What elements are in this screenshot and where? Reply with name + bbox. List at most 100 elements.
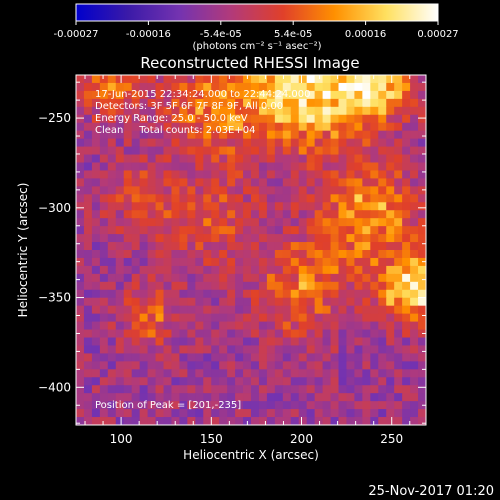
heatmap-cell (163, 377, 173, 386)
heatmap-cell (243, 401, 252, 410)
heatmap-cell (139, 329, 149, 339)
heatmap-cell (306, 75, 316, 84)
heatmap-cell (306, 218, 316, 227)
heatmap-cell (362, 210, 371, 219)
heatmap-cell (211, 417, 220, 425)
heatmap-cell (266, 321, 276, 331)
heatmap-cell (402, 321, 411, 331)
heatmap-cell (274, 337, 284, 347)
heatmap-cell (266, 202, 276, 211)
heatmap-cell (346, 273, 355, 283)
heatmap-cell (354, 146, 363, 156)
heatmap-cell (163, 170, 173, 179)
heatmap-cell (115, 98, 125, 108)
heatmap-cell (163, 210, 173, 219)
heatmap-cell (83, 305, 93, 315)
heatmap-cell (338, 154, 348, 164)
heatmap-cell (314, 409, 324, 418)
heatmap-cell (147, 186, 157, 195)
heatmap-cell (306, 202, 316, 211)
heatmap-cell (211, 114, 220, 124)
heatmap-cell (203, 377, 212, 386)
heatmap-cell (346, 90, 355, 100)
heatmap-cell (330, 170, 340, 179)
heatmap-cell (83, 210, 93, 219)
heatmap-cell (298, 417, 308, 425)
heatmap-cell (211, 257, 220, 267)
heatmap-cell (394, 154, 403, 164)
heatmap-cell (378, 154, 387, 164)
heatmap-cell (83, 194, 93, 203)
heatmap-cell (139, 417, 149, 425)
heatmap-cell (251, 353, 260, 362)
heatmap-cell (370, 385, 379, 394)
heatmap-cell (227, 321, 236, 331)
heatmap-cell (322, 281, 332, 291)
heatmap-cell (91, 393, 101, 402)
heatmap-cell (274, 417, 284, 425)
heatmap-cell (83, 393, 93, 402)
heatmap-cell (362, 297, 371, 307)
heatmap-cell (219, 202, 228, 211)
heatmap-cell (362, 170, 371, 179)
heatmap-cell (163, 353, 173, 362)
heatmap-cell (251, 234, 260, 243)
heatmap-cell (354, 114, 363, 124)
heatmap-cell (107, 345, 117, 354)
heatmap-cell (274, 82, 284, 92)
heatmap-cell (171, 361, 180, 370)
heatmap-cell (91, 305, 101, 315)
heatmap-cell (243, 75, 252, 84)
heatmap-cell (290, 210, 300, 219)
heatmap-cell (386, 146, 395, 156)
heatmap-cell (107, 281, 117, 291)
heatmap-cell (147, 250, 157, 259)
heatmap-cell (243, 345, 252, 354)
heatmap-cell (211, 90, 220, 100)
heatmap-cell (179, 138, 188, 148)
heatmap-cell (330, 321, 340, 331)
heatmap-cell (195, 377, 204, 386)
heatmap-cell (187, 297, 196, 307)
heatmap-cell (99, 154, 109, 164)
heatmap-cell (179, 90, 188, 100)
heatmap-cell (314, 417, 324, 425)
heatmap-cell (354, 337, 363, 347)
heatmap-cell (314, 401, 324, 410)
heatmap-cell (195, 250, 204, 259)
heatmap-cell (243, 369, 252, 378)
heatmap-cell (139, 186, 149, 195)
heatmap-cell (195, 281, 204, 291)
heatmap-cell (171, 345, 180, 354)
heatmap-cell (274, 186, 284, 195)
heatmap-cell (219, 345, 228, 354)
heatmap-cell (251, 98, 260, 108)
heatmap-cell (115, 417, 125, 425)
heatmap-cell (370, 178, 379, 187)
heatmap-cell (298, 401, 308, 410)
heatmap-cell (394, 218, 403, 227)
heatmap-cell (251, 146, 260, 156)
heatmap-cell (147, 417, 157, 425)
heatmap-cell (322, 98, 332, 108)
heatmap-cell (314, 265, 324, 275)
heatmap-cell (370, 186, 379, 195)
heatmap-cell (290, 305, 300, 315)
heatmap-cell (187, 178, 196, 187)
heatmap-cell (346, 417, 355, 425)
heatmap-cell (163, 146, 173, 156)
heatmap-cell (314, 305, 324, 315)
heatmap-cell (362, 226, 371, 235)
heatmap-cell (298, 75, 308, 84)
heatmap-cell (306, 210, 316, 219)
heatmap-cell (211, 106, 220, 116)
heatmap-cell (394, 146, 403, 156)
heatmap-cell (76, 393, 85, 402)
heatmap-cell (187, 385, 196, 394)
heatmap-cell (322, 353, 332, 362)
heatmap-cell (370, 218, 379, 227)
heatmap-cell (163, 385, 173, 394)
heatmap-cell (179, 401, 188, 410)
heatmap-cell (171, 202, 180, 211)
heatmap-cell (179, 114, 188, 124)
